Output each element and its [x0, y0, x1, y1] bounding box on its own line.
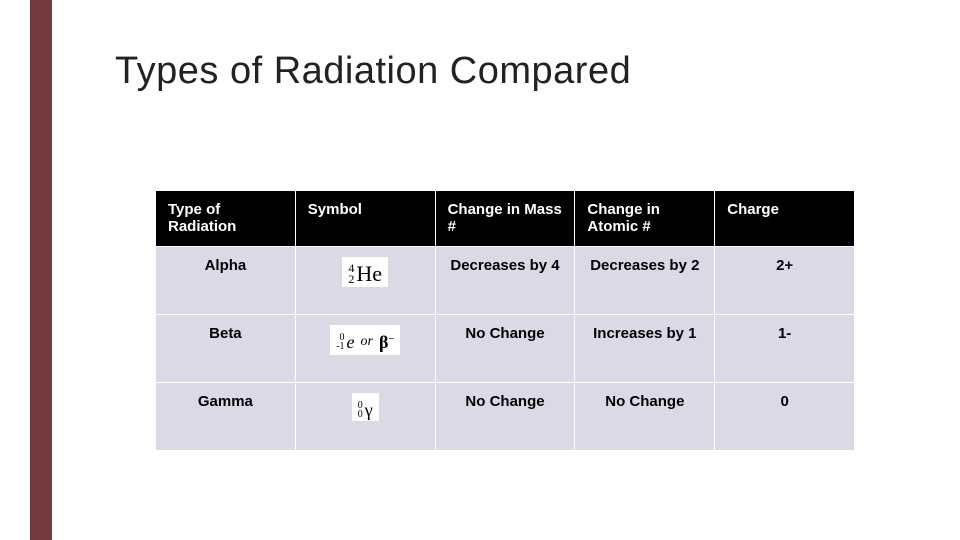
page-title: Types of Radiation Compared — [115, 50, 631, 93]
alpha-atomic: 2 — [348, 274, 354, 285]
col-header-atomic: Change in Atomic # — [575, 191, 715, 247]
beta-symbol: 0 -1 e or β− — [330, 325, 400, 355]
col-header-symbol: Symbol — [295, 191, 435, 247]
gamma-symbol: 0 0 γ — [352, 393, 379, 421]
alpha-symbol: 4 2 He — [342, 257, 388, 287]
cell-atomic-change: No Change — [575, 383, 715, 451]
gamma-letter: γ — [365, 401, 373, 419]
cell-atomic-change: Decreases by 2 — [575, 247, 715, 315]
cell-type: Beta — [156, 315, 296, 383]
accent-bar — [30, 0, 52, 540]
cell-charge: 1- — [715, 315, 855, 383]
table-header-row: Type of Radiation Symbol Change in Mass … — [156, 191, 855, 247]
cell-symbol: 0 0 γ — [295, 383, 435, 451]
col-header-mass: Change in Mass # — [435, 191, 575, 247]
gamma-atomic: 0 — [358, 410, 363, 419]
beta-letter-e: e — [347, 333, 355, 351]
col-header-charge: Charge — [715, 191, 855, 247]
table-row: Gamma 0 0 γ No Change No Change 0 — [156, 383, 855, 451]
table-row: Alpha 4 2 He Decreases by 4 Decreases by… — [156, 247, 855, 315]
radiation-table: Type of Radiation Symbol Change in Mass … — [155, 190, 855, 451]
cell-charge: 2+ — [715, 247, 855, 315]
cell-type: Gamma — [156, 383, 296, 451]
beta-sup: − — [388, 334, 394, 345]
beta-or: or — [361, 334, 373, 350]
beta-atomic: -1 — [336, 342, 344, 351]
cell-symbol: 0 -1 e or β− — [295, 315, 435, 383]
cell-charge: 0 — [715, 383, 855, 451]
col-header-type: Type of Radiation — [156, 191, 296, 247]
cell-mass-change: No Change — [435, 383, 575, 451]
cell-symbol: 4 2 He — [295, 247, 435, 315]
cell-type: Alpha — [156, 247, 296, 315]
table-row: Beta 0 -1 e or β− — [156, 315, 855, 383]
cell-atomic-change: Increases by 1 — [575, 315, 715, 383]
alpha-letter: He — [356, 263, 382, 285]
cell-mass-change: Decreases by 4 — [435, 247, 575, 315]
cell-mass-change: No Change — [435, 315, 575, 383]
